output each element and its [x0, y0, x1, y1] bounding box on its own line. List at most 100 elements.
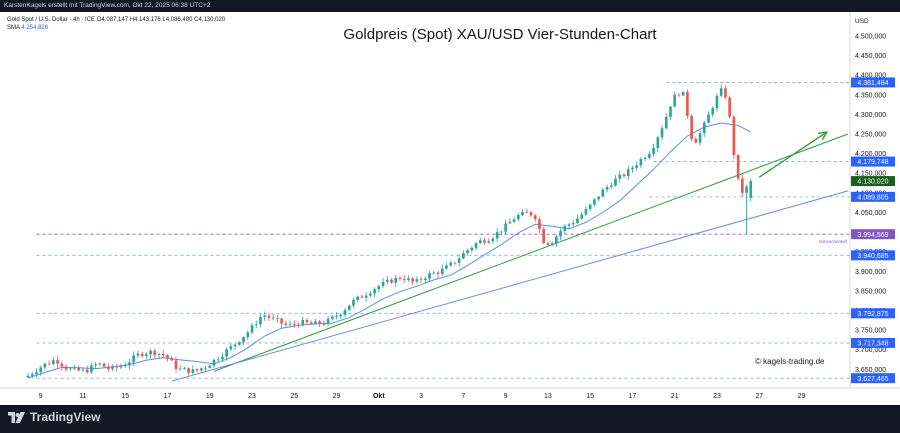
- candle-body: [132, 355, 135, 363]
- candle-body: [221, 356, 224, 360]
- candle-body: [149, 350, 152, 355]
- currency-label[interactable]: USD: [855, 18, 869, 25]
- candle-body: [478, 240, 482, 244]
- candle-body: [648, 153, 651, 158]
- axis-layer: 3.650,0003.700,0003.750,0003.800,0003.85…: [0, 12, 900, 400]
- candle-body: [525, 211, 529, 213]
- footer-bar: [0, 405, 900, 433]
- candle-body: [52, 360, 55, 364]
- current-price-badge: [851, 176, 895, 187]
- candle-body: [369, 293, 372, 296]
- candle-body: [432, 272, 436, 274]
- candle-body: [555, 236, 558, 244]
- sma-legend[interactable]: SMA 4.254,826: [7, 25, 48, 31]
- candle-body: [301, 319, 305, 326]
- candle-body: [584, 208, 588, 215]
- candle-body: [533, 215, 537, 220]
- candle-body: [208, 365, 212, 368]
- candle-body: [292, 324, 296, 325]
- candle-body: [593, 199, 596, 205]
- level-badge-label: 4.381,484: [857, 80, 888, 87]
- candle-body: [254, 324, 258, 326]
- blue-trendline: [171, 190, 849, 382]
- candle-body: [373, 289, 376, 294]
- y-tick-label: 4.300,000: [855, 112, 886, 119]
- y-tick-label: 4.400,000: [855, 73, 886, 80]
- candle-body: [487, 241, 491, 243]
- y-tick-label: 3.850,000: [855, 288, 886, 295]
- candle-body: [322, 323, 326, 325]
- candle-body: [39, 367, 42, 373]
- candle-body: [284, 323, 288, 325]
- x-tick-label: 15: [586, 393, 594, 400]
- candle-body: [639, 159, 643, 166]
- x-tick-label: 7: [461, 393, 465, 400]
- level-badge-label: 4.089,805: [857, 194, 888, 201]
- candle-body: [529, 212, 533, 216]
- candle-body: [445, 265, 448, 269]
- candle-body: [356, 296, 360, 301]
- symbol-legend[interactable]: Gold Spot / U.S. Dollar · 4h · ICE O4.08…: [7, 17, 226, 23]
- candle-body: [580, 214, 584, 219]
- candle-body: [314, 321, 317, 324]
- candle-body: [263, 315, 267, 318]
- candle-body: [394, 277, 398, 283]
- candle-body: [491, 238, 495, 242]
- candle-body: [390, 279, 393, 283]
- candle-body: [419, 279, 423, 281]
- candle-body: [191, 369, 195, 373]
- candle-body: [407, 278, 410, 281]
- candle-body: [267, 315, 271, 318]
- candle-body: [276, 317, 279, 319]
- candle-body: [411, 278, 414, 282]
- candle-body: [115, 366, 119, 368]
- candle-body: [47, 363, 51, 365]
- candle-body: [466, 250, 469, 254]
- candle-body: [102, 363, 106, 367]
- candle-body: [500, 231, 503, 233]
- candle-body: [377, 286, 381, 290]
- x-tick-label: 21: [671, 393, 679, 400]
- x-tick-label: 15: [121, 393, 129, 400]
- candle-body: [614, 178, 617, 186]
- trend-arrow-head: [817, 131, 829, 141]
- candle-body: [297, 324, 300, 326]
- candle-body: [622, 174, 626, 177]
- y-tick-label: 4.350,000: [855, 92, 886, 99]
- candle-body: [30, 374, 34, 376]
- candle-body: [225, 349, 228, 357]
- candle-body: [242, 337, 245, 343]
- candle-body: [656, 137, 660, 148]
- candle-body: [677, 94, 681, 96]
- candle-body: [711, 108, 715, 115]
- x-tick-label: 9: [504, 393, 508, 400]
- candle-body: [119, 366, 123, 368]
- y-tick-label: 4.200,000: [855, 151, 886, 158]
- candle-body: [199, 368, 203, 371]
- candle-body: [424, 278, 427, 281]
- candle-body: [546, 243, 550, 245]
- candle-body: [73, 367, 76, 369]
- sma-layer: [27, 122, 752, 379]
- candle-body: [326, 318, 330, 325]
- candle-body: [495, 232, 499, 239]
- tradingview-brand[interactable]: TradingView: [30, 410, 101, 424]
- chart-panel[interactable]: [0, 12, 900, 405]
- candle-body: [233, 344, 237, 347]
- candle-body: [385, 279, 389, 282]
- candle-body: [702, 122, 706, 134]
- candle-body: [347, 305, 351, 310]
- level-badge: [851, 156, 895, 167]
- candle-body: [605, 186, 609, 190]
- x-tick-label: 23: [713, 393, 721, 400]
- candle-body: [462, 253, 465, 259]
- candle-body: [246, 332, 250, 338]
- candle-body: [77, 367, 81, 371]
- candle-body: [588, 204, 592, 209]
- x-tick-label: 13: [544, 393, 552, 400]
- candle-body: [512, 219, 516, 222]
- candle-body: [106, 366, 110, 369]
- price-badges-layer: 4.381,484 4.179,748 4.089,805 3.994,569 3.94…: [851, 77, 895, 384]
- candle-body: [309, 322, 313, 324]
